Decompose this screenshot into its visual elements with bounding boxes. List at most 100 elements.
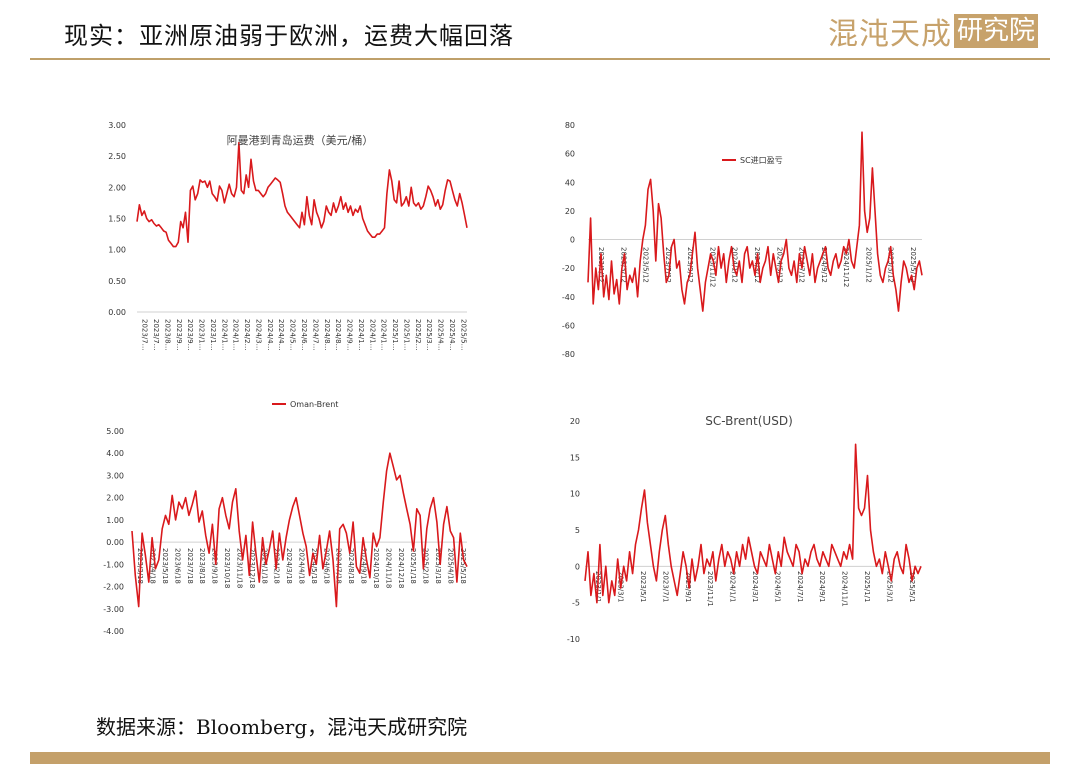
y-tick-label: 2.00 xyxy=(108,183,126,192)
x-tick-label: 2023/7/12 xyxy=(664,247,672,283)
chart-3: -4.00 -3.00 -2.00 -1.00 0.00 1.00 2.00 3.00 4.00… xyxy=(103,400,468,636)
series-line xyxy=(131,452,468,608)
y-tick-label: -1.00 xyxy=(103,560,124,569)
x-tick-label: 2023/9/12 xyxy=(686,247,694,283)
x-tick-label: 2025/3/12 xyxy=(887,247,895,283)
y-tick-label: 3.00 xyxy=(108,121,126,130)
header-divider xyxy=(30,58,1050,60)
x-tick-label: 2024/1/12 xyxy=(731,247,739,283)
x-tick-label: 2023/10/18 xyxy=(223,548,231,588)
x-tick-label: 2023/11/12 xyxy=(708,247,716,287)
x-tick-label: 2024/3/18 xyxy=(285,548,293,584)
x-tick-label: 2024/9/18 xyxy=(360,548,368,584)
x-tick-label: 2024/1… xyxy=(220,319,228,351)
y-tick-label: -10 xyxy=(567,635,580,644)
x-tick-label: 2025/2/18 xyxy=(422,548,430,584)
y-tick-label: -20 xyxy=(562,264,575,273)
x-tick-label: 2024/4… xyxy=(266,319,274,351)
x-tick-label: 2025/4… xyxy=(437,319,445,351)
y-tick-label: -3.00 xyxy=(103,605,124,614)
footer-bar xyxy=(30,752,1050,764)
x-tick-label: 2025/5… xyxy=(459,319,467,351)
x-tick-label: 2023/9… xyxy=(175,319,183,351)
x-tick-label: 2023/7/1 xyxy=(661,571,669,602)
logo-text-main: 混沌天成 xyxy=(828,17,952,52)
x-tick-label: 2024/2… xyxy=(243,319,251,351)
x-tick-label: 2025/5/12 xyxy=(909,247,917,283)
x-tick-label: 2025/1/18 xyxy=(409,548,417,584)
x-tick-label: 2024/4… xyxy=(277,319,285,351)
x-tick-label: 2025/1/12 xyxy=(864,247,872,283)
y-tick-label: 1.50 xyxy=(108,215,126,224)
x-tick-label: 2024/9/12 xyxy=(820,247,828,283)
x-tick-label: 2025/3/1 xyxy=(885,571,893,602)
x-tick-label: 2025/3… xyxy=(425,319,433,351)
y-tick-label: 2.50 xyxy=(108,152,126,161)
x-tick-label: 2023/5/1 xyxy=(639,571,647,602)
y-tick-label: 60 xyxy=(565,150,575,159)
y-tick-label: 0 xyxy=(570,236,575,245)
y-tick-label: 5 xyxy=(575,526,580,535)
x-tick-label: 2023/3/12 xyxy=(619,247,627,283)
x-tick-label: 2024/8… xyxy=(323,319,331,351)
x-tick-label: 2023/7/18 xyxy=(186,548,194,584)
x-tick-label: 2024/8… xyxy=(334,319,342,351)
x-tick-label: 2023/7… xyxy=(141,319,149,351)
x-tick-label: 2023/1… xyxy=(209,319,217,351)
x-tick-label: 2023/6/18 xyxy=(173,548,181,584)
chart-title: SC-Brent(USD) xyxy=(705,414,793,428)
brand-logo: 混沌天成 研究院 xyxy=(828,12,1039,52)
x-tick-label: 2024/1… xyxy=(368,319,376,351)
x-tick-label: 2023/12/18 xyxy=(248,548,256,588)
series-line xyxy=(584,443,922,604)
chart-title: 阿曼港到青岛运费（美元/桶） xyxy=(227,133,374,147)
y-tick-label: -2.00 xyxy=(103,583,124,592)
x-tick-label: 2024/11/1 xyxy=(841,571,849,607)
y-tick-label: 1.00 xyxy=(108,246,126,255)
y-tick-label: 15 xyxy=(570,453,580,462)
series-line xyxy=(587,131,923,312)
x-tick-label: 2024/11/12 xyxy=(842,247,850,287)
y-tick-label: 20 xyxy=(565,207,575,216)
y-tick-label: -80 xyxy=(562,350,575,359)
x-tick-label: 2025/2… xyxy=(414,319,422,351)
x-tick-label: 2023/8/18 xyxy=(198,548,206,584)
x-tick-label: 2024/1… xyxy=(357,319,365,351)
x-tick-label: 2023/4/18 xyxy=(149,548,157,584)
x-tick-label: 2023/11/18 xyxy=(235,548,243,588)
x-tick-label: 2023/11/1 xyxy=(706,571,714,607)
legend-label: SC进口盈亏 xyxy=(740,156,783,165)
y-tick-label: 20 xyxy=(570,417,580,426)
y-tick-label: 0 xyxy=(575,562,580,571)
page-title: 现实：亚洲原油弱于欧洲，运费大幅回落 xyxy=(64,22,514,50)
x-tick-label: 2024/5/1 xyxy=(773,571,781,602)
y-tick-label: 80 xyxy=(565,121,575,130)
x-tick-label: 2025/1/1 xyxy=(863,571,871,602)
legend-label: Oman-Brent xyxy=(290,400,338,409)
x-tick-label: 2024/5/12 xyxy=(775,247,783,283)
x-tick-label: 2025/1… xyxy=(402,319,410,351)
y-tick-label: 1.00 xyxy=(106,516,124,525)
x-tick-label: 2024/11/18 xyxy=(384,548,392,588)
y-tick-label: 40 xyxy=(565,178,575,187)
x-tick-label: 2023/8… xyxy=(163,319,171,351)
x-tick-label: 2025/5/1 xyxy=(908,571,916,602)
y-tick-label: 0.50 xyxy=(108,277,126,286)
x-tick-label: 2023/1… xyxy=(198,319,206,351)
logo-text-box: 研究院 xyxy=(954,14,1039,48)
x-tick-label: 2025/1… xyxy=(391,319,399,351)
x-tick-label: 2024/1… xyxy=(380,319,388,351)
x-tick-label: 2024/6/18 xyxy=(322,548,330,584)
x-tick-label: 2024/8/18 xyxy=(347,548,355,584)
x-tick-label: 2024/1/1 xyxy=(729,571,737,602)
series-line xyxy=(136,141,468,248)
y-tick-label: 10 xyxy=(570,490,580,499)
y-tick-label: 3.00 xyxy=(106,471,124,480)
x-tick-label: 2025/3/18 xyxy=(434,548,442,584)
x-tick-label: 2025/5/18 xyxy=(459,548,467,584)
x-tick-label: 2024/6… xyxy=(300,319,308,351)
x-tick-label: 2024/7… xyxy=(311,319,319,351)
